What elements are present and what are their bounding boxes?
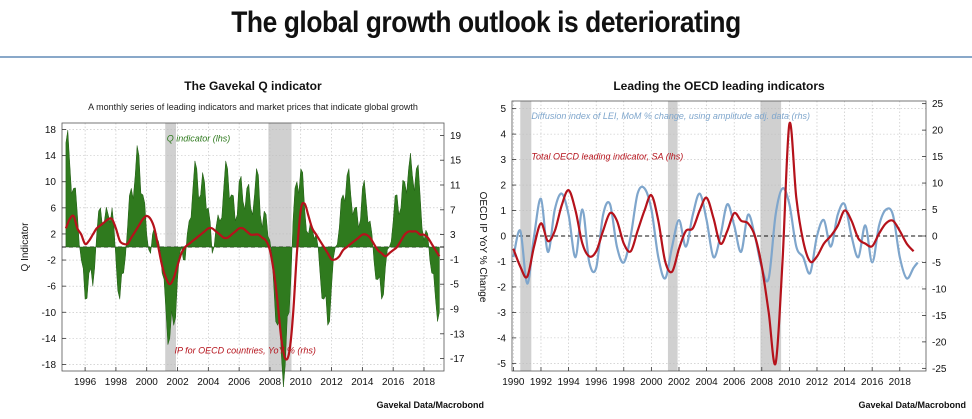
y-tick-label-right: 10: [932, 179, 944, 190]
x-tick-label: 2006: [228, 377, 251, 388]
y-tick-label-right: 7: [450, 205, 456, 216]
y-tick-label-left: 14: [45, 151, 57, 162]
y-tick-label-right: 25: [932, 99, 944, 110]
chart-subtitle: A monthly series of leading indicators a…: [88, 102, 418, 112]
x-tick-label: 2014: [833, 377, 856, 388]
y-tick-label-left: 6: [50, 203, 56, 214]
y-tick-label-right: 15: [450, 156, 462, 167]
title-divider: [0, 56, 972, 58]
x-tick-label: 1990: [502, 377, 525, 388]
x-tick-label: 2002: [668, 377, 691, 388]
y-axis-label-right: OECD IP YoY % Change: [477, 192, 488, 303]
x-tick-label: 2004: [695, 377, 718, 388]
x-tick-label: 2010: [290, 377, 313, 388]
y-tick-label-right: 19: [450, 131, 462, 142]
y-tick-label-left: -6: [47, 282, 56, 293]
x-tick-label: 2008: [259, 377, 282, 388]
x-tick-label: 2014: [351, 377, 374, 388]
x-tick-label: 2018: [413, 377, 436, 388]
x-tick-label: 1996: [585, 377, 608, 388]
y-tick-label-right: -17: [450, 354, 465, 365]
x-tick-label: 2012: [320, 377, 343, 388]
x-tick-label: 2006: [723, 377, 746, 388]
series-q-indicator-area: [65, 130, 440, 388]
y-tick-label-left: -2: [47, 256, 56, 267]
y-tick-label-right: -1: [450, 255, 459, 266]
x-tick-label: 2018: [889, 377, 912, 388]
y-tick-label-left: 2: [50, 229, 56, 240]
y-tick-label-left: 18: [45, 125, 57, 136]
y-tick-label-right: -10: [932, 284, 947, 295]
x-tick-label: 1998: [105, 377, 128, 388]
y-tick-label-left: 0: [500, 232, 506, 243]
y-tick-label-left: 4: [500, 130, 506, 141]
series-oecd-lei-line: [512, 121, 915, 366]
x-tick-label: 2000: [640, 377, 663, 388]
annotation-ip-oecd: IP for OECD countries, YoY % (rhs): [174, 345, 315, 355]
y-tick-label-right: -15: [932, 311, 947, 322]
y-tick-label-left: 1: [500, 206, 506, 217]
series-oecd-ip-line: [64, 201, 441, 361]
chart-title: Leading the OECD leading indicators: [613, 79, 825, 93]
main-title: The global growth outlook is deteriorati…: [231, 6, 741, 39]
annotation-oecd-lei: Total OECD leading indicator, SA (lhs): [531, 152, 683, 162]
y-tick-label-right: 5: [932, 205, 938, 216]
x-tick-label: 2016: [861, 377, 884, 388]
x-tick-label: 1998: [613, 377, 636, 388]
y-tick-label-right: 11: [450, 181, 461, 192]
x-tick-label: 2002: [166, 377, 189, 388]
y-tick-label-right: -13: [450, 329, 465, 340]
y-tick-label-left: 5: [500, 104, 506, 115]
chart-2: Leading the OECD leading indicators 5 4 3 2 1…: [497, 79, 966, 410]
y-tick-label-right: 20: [932, 126, 944, 137]
x-tick-label: 1992: [530, 377, 553, 388]
y-tick-label-right: 0: [932, 232, 938, 243]
y-tick-label-right: -5: [932, 258, 941, 269]
y-tick-label-right: -5: [450, 280, 459, 291]
y-tick-label-left: -14: [42, 334, 57, 345]
recession-band: [520, 101, 532, 371]
y-tick-label-right: -20: [932, 337, 947, 348]
annotation-q-indicator: Q indicator (lhs): [167, 133, 231, 143]
x-tick-label: 2004: [197, 377, 220, 388]
y-tick-label-right: -9: [450, 305, 459, 316]
y-tick-label-left: -18: [42, 360, 57, 371]
y-tick-label-right: -25: [932, 364, 947, 375]
x-tick-label: 2010: [778, 377, 801, 388]
y-tick-label-right: 3: [450, 230, 456, 241]
chart-title: The Gavekal Q indicator: [184, 79, 322, 93]
y-tick-label-left: 10: [45, 177, 57, 188]
x-tick-label: 2012: [806, 377, 829, 388]
x-tick-label: 1996: [74, 377, 97, 388]
y-tick-label-left: -5: [497, 359, 506, 370]
chart-source: Gavekal Data/Macrobond: [376, 400, 484, 410]
y-tick-label-left: -10: [42, 308, 57, 319]
y-axis-label-left: Q Indicator: [20, 222, 31, 272]
x-tick-label: 2000: [136, 377, 159, 388]
y-tick-label-left: -1: [497, 257, 506, 268]
chart-1: The Gavekal Q indicator A monthly series …: [20, 79, 488, 410]
x-tick-label: 1994: [557, 377, 580, 388]
recession-band: [760, 101, 782, 371]
y-tick-label-right: 15: [932, 152, 944, 163]
x-tick-label: 2016: [382, 377, 405, 388]
y-tick-label-left: -3: [497, 308, 506, 319]
x-tick-label: 2008: [751, 377, 774, 388]
recession-band: [667, 101, 678, 371]
y-tick-label-left: -4: [497, 333, 506, 344]
series-diffusion-line: [512, 185, 919, 285]
y-tick-label-left: 3: [500, 155, 506, 166]
chart-source: Gavekal Data/Macrobond: [858, 400, 966, 410]
annotation-diffusion: Diffusion index of LEI, MoM % change, us…: [531, 111, 810, 121]
y-tick-label-left: -2: [497, 282, 506, 293]
y-tick-label-left: 2: [500, 181, 506, 192]
